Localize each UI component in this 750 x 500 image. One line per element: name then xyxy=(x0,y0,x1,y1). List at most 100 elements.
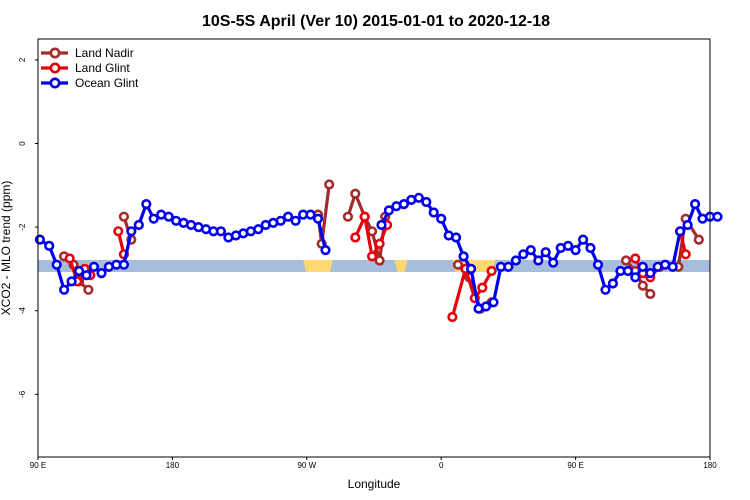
ocean-glint-point xyxy=(376,219,387,231)
ocean-glint-point xyxy=(133,219,144,231)
ocean-glint-point xyxy=(667,261,678,272)
ocean-glint-point xyxy=(518,249,529,260)
ocean-glint-point xyxy=(51,259,62,270)
ocean-glint-point xyxy=(118,259,129,270)
land-nadir-point xyxy=(324,179,335,190)
ocean-glint-point xyxy=(637,261,648,272)
y-axis-label: XCO2 - MLO trend (ppm) xyxy=(0,181,13,316)
ocean-glint-point xyxy=(562,240,574,251)
ocean-glint-point xyxy=(510,255,522,266)
ocean-glint-point xyxy=(421,196,432,208)
legend-label: Land Nadir xyxy=(75,46,134,60)
land-nadir-point xyxy=(83,284,94,295)
ocean-glint-point xyxy=(436,213,447,224)
land-nadir-point xyxy=(118,211,129,222)
ocean-glint-point xyxy=(585,242,596,254)
ocean-glint-point xyxy=(253,224,264,235)
land-glint-point xyxy=(477,282,488,293)
land-nadir-point xyxy=(693,234,704,245)
legend-item-ocean-glint: Ocean Glint xyxy=(41,76,139,90)
x-tick-label: 0 xyxy=(439,461,444,470)
band-highlight xyxy=(303,259,333,272)
ocean-glint-point xyxy=(488,297,499,308)
y-tick-label: 2 xyxy=(18,57,27,62)
ocean-glint-point xyxy=(81,270,92,281)
ocean-glint-point xyxy=(312,213,324,224)
ocean-glint-point xyxy=(96,268,107,279)
band-bar xyxy=(38,259,710,272)
ocean-glint-point xyxy=(466,263,477,275)
ocean-glint-point xyxy=(290,215,301,226)
ocean-glint-point xyxy=(283,211,294,222)
ocean-glint-point xyxy=(548,257,559,268)
ocean-glint-point xyxy=(141,199,152,210)
ocean-glint-point xyxy=(592,259,604,270)
land-glint-point xyxy=(64,253,75,264)
land-glint-point xyxy=(680,249,691,260)
land-glint-point xyxy=(486,265,497,277)
ocean-glint-point xyxy=(126,226,137,237)
ocean-glint-point xyxy=(674,226,686,237)
legend-item-land-nadir: Land Nadir xyxy=(41,46,134,60)
ocean-glint-point xyxy=(148,213,159,224)
ocean-glint-point xyxy=(413,192,424,203)
legend-marker xyxy=(49,62,61,74)
x-tick-label: 90 W xyxy=(297,461,316,470)
legend-item-land-glint: Land Glint xyxy=(41,61,130,75)
y-tick-label: -6 xyxy=(18,390,27,398)
ocean-glint-point xyxy=(88,261,100,272)
ocean-glint-point xyxy=(163,211,174,222)
ocean-glint-point xyxy=(383,205,395,216)
land-glint-point xyxy=(630,253,641,264)
ocean-glint-point xyxy=(712,211,723,222)
land-nadir-point xyxy=(350,188,361,199)
x-axis-label: Longitude xyxy=(348,477,401,491)
ocean-glint-point xyxy=(600,284,611,295)
ocean-glint-point xyxy=(689,199,701,210)
land-glint-point xyxy=(374,238,385,249)
ocean-glint-point xyxy=(540,247,551,258)
y-tick-label: -2 xyxy=(18,223,27,231)
x-tick-label: 90 E xyxy=(567,461,583,470)
ocean-glint-point xyxy=(533,255,544,266)
land-nadir-point xyxy=(342,211,354,222)
ocean-glint-point xyxy=(630,272,641,283)
ocean-glint-point xyxy=(451,232,462,243)
ocean-glint-point xyxy=(215,226,226,237)
ocean-glint-point xyxy=(525,245,536,256)
ocean-glint-point xyxy=(682,219,693,231)
ocean-glint-point xyxy=(34,234,46,245)
y-tick-label: 0 xyxy=(18,141,27,146)
y-tick-label: -4 xyxy=(18,307,27,315)
land-glint-point xyxy=(350,232,361,243)
ocean-glint-point xyxy=(570,245,581,256)
ocean-glint-point xyxy=(305,209,316,220)
land-glint-point xyxy=(367,251,378,262)
band-highlight xyxy=(394,259,408,272)
chart-title: 10S-5S April (Ver 10) 2015-01-01 to 2020… xyxy=(202,13,550,30)
series-layer xyxy=(34,179,723,323)
land-nadir-point xyxy=(374,255,385,266)
legend-marker xyxy=(49,47,61,59)
x-tick-label: 180 xyxy=(703,461,717,470)
land-nadir-point xyxy=(620,255,632,266)
ocean-glint-point xyxy=(428,207,439,218)
plot-frame xyxy=(37,38,711,458)
legend-label: Ocean Glint xyxy=(75,76,139,90)
x-tick-label: 90 E xyxy=(30,461,46,470)
land-nadir-point xyxy=(645,288,656,300)
legend-label: Land Glint xyxy=(75,61,130,75)
land-glint-point xyxy=(359,211,370,222)
ocean-glint-point xyxy=(607,278,619,289)
ocean-glint-point xyxy=(58,284,70,295)
legend-marker xyxy=(49,77,61,89)
ocean-glint-point xyxy=(275,215,286,226)
ocean-glint-point xyxy=(645,268,656,279)
ocean-glint-point xyxy=(622,265,634,277)
ocean-glint-point xyxy=(503,261,514,272)
axes: 90 E 180 90 W 0 90 E 180 2 0 -2 -4 -6 xyxy=(18,57,717,470)
ocean-glint-point xyxy=(66,276,77,287)
ocean-glint-point xyxy=(398,199,410,210)
